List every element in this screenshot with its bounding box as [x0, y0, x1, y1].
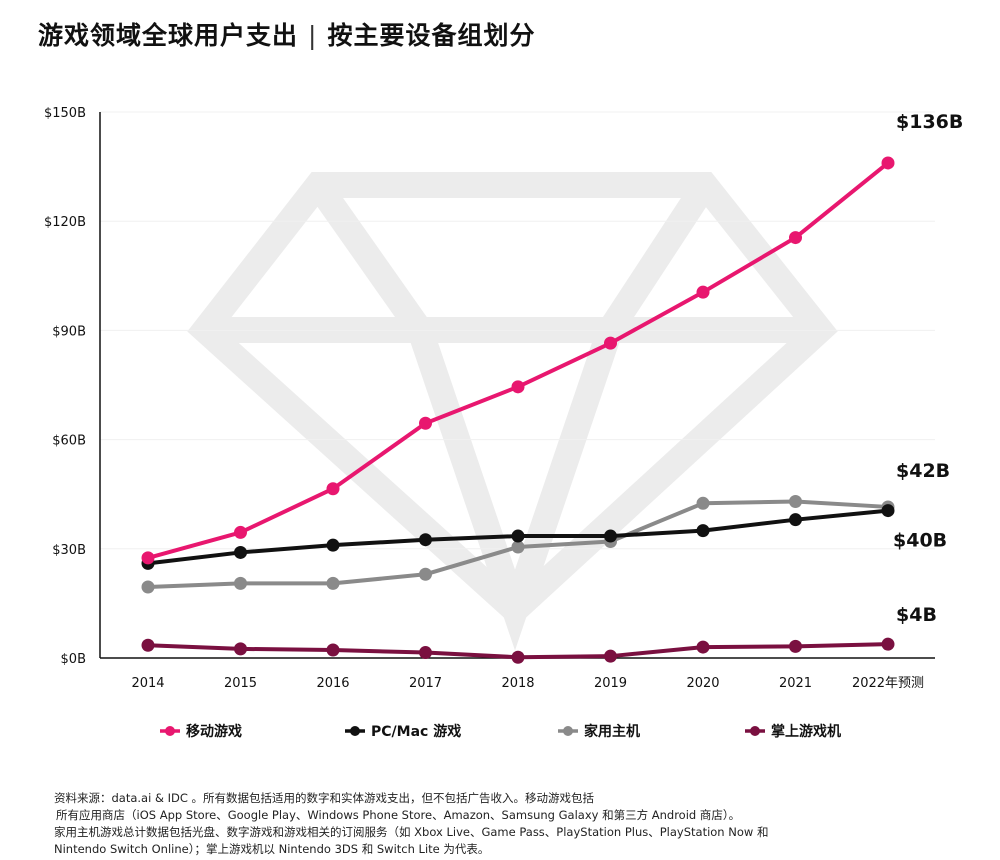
data-point [141, 580, 155, 594]
data-point [141, 551, 155, 565]
series-end-label: $42B [896, 460, 950, 482]
data-point [326, 482, 340, 496]
legend-item-label: 移动游戏 [186, 723, 242, 740]
y-tick-label: $150B [44, 106, 86, 121]
chart-subtitle: 按主要设备组划分 [327, 21, 536, 50]
data-point [696, 285, 710, 299]
chart-title: 游戏领域全球用户支出 [38, 21, 299, 50]
line-chart: $0B $30B $60B $90B $120B $150B 2014 2015 2016 201… [44, 106, 963, 740]
source-line: 所有应用商店（iOS App Store、Google Play、Windows… [56, 808, 741, 822]
data-point [234, 642, 247, 656]
x-tick-label: 2014 [131, 676, 164, 691]
data-point [696, 640, 710, 654]
data-point [326, 643, 340, 657]
chart-title-row: 游戏领域全球用户支出 | 按主要设备组划分 [38, 16, 535, 52]
legend-swatch-marker [563, 726, 573, 736]
x-tick-label: 2016 [316, 676, 349, 691]
legend-swatch-marker [750, 726, 760, 736]
data-point [881, 156, 895, 170]
data-point [234, 545, 247, 559]
data-point [234, 576, 247, 590]
data-point [696, 496, 710, 510]
series-end-label: $136B [896, 111, 963, 133]
x-tick-label: 2022年预测 [852, 676, 924, 691]
data-point [604, 336, 617, 350]
y-tick-label: $60B [52, 434, 86, 449]
source-line: 家用主机游戏总计数据包括光盘、数字游戏和游戏相关的订阅服务（如 Xbox Liv… [54, 825, 769, 839]
data-point [789, 231, 802, 245]
legend-item-label: 家用主机 [584, 723, 640, 740]
y-tick-label: $0B [61, 652, 86, 667]
data-point [789, 513, 802, 527]
data-point [141, 638, 155, 652]
data-point [326, 538, 340, 552]
x-tick-label: 2019 [594, 676, 627, 691]
data-point [419, 416, 432, 430]
data-point [881, 504, 895, 518]
x-tick-label: 2015 [224, 676, 257, 691]
title-separator: | [308, 21, 318, 50]
data-point [419, 567, 432, 581]
data-point [234, 525, 247, 539]
y-tick-label: $120B [44, 215, 86, 230]
series-end-label: $40B [893, 530, 947, 552]
legend-item-label: 掌上游戏机 [771, 723, 841, 740]
x-tick-label: 2018 [501, 676, 534, 691]
data-point [511, 529, 525, 543]
x-tick-label: 2021 [779, 676, 812, 691]
series-end-label: $4B [896, 604, 937, 626]
data-point [604, 649, 617, 663]
source-note: 资料来源：data.ai & IDC 。所有数据包括适用的数字和实体游戏支出，但… [54, 790, 954, 858]
data-point [419, 646, 432, 660]
x-tick-label: 2017 [409, 676, 442, 691]
data-point [789, 494, 802, 508]
legend-swatch-marker [165, 726, 175, 736]
legend-swatch-marker [350, 726, 360, 736]
data-point [604, 529, 617, 543]
data-point [789, 639, 802, 653]
source-line: Nintendo Switch Online）；掌上游戏机以 Nintendo … [54, 842, 490, 856]
y-tick-label: $30B [52, 543, 86, 558]
data-point [511, 540, 525, 554]
data-point [419, 533, 432, 547]
data-point [696, 524, 710, 538]
y-tick-label: $90B [52, 324, 86, 339]
data-point [511, 650, 525, 664]
legend-item-label: PC/Mac 游戏 [371, 723, 461, 740]
data-point [511, 380, 525, 394]
x-tick-label: 2020 [686, 676, 719, 691]
data-point [881, 637, 895, 651]
source-line: 资料来源：data.ai & IDC 。所有数据包括适用的数字和实体游戏支出，但… [54, 791, 595, 805]
data-point [326, 576, 340, 590]
